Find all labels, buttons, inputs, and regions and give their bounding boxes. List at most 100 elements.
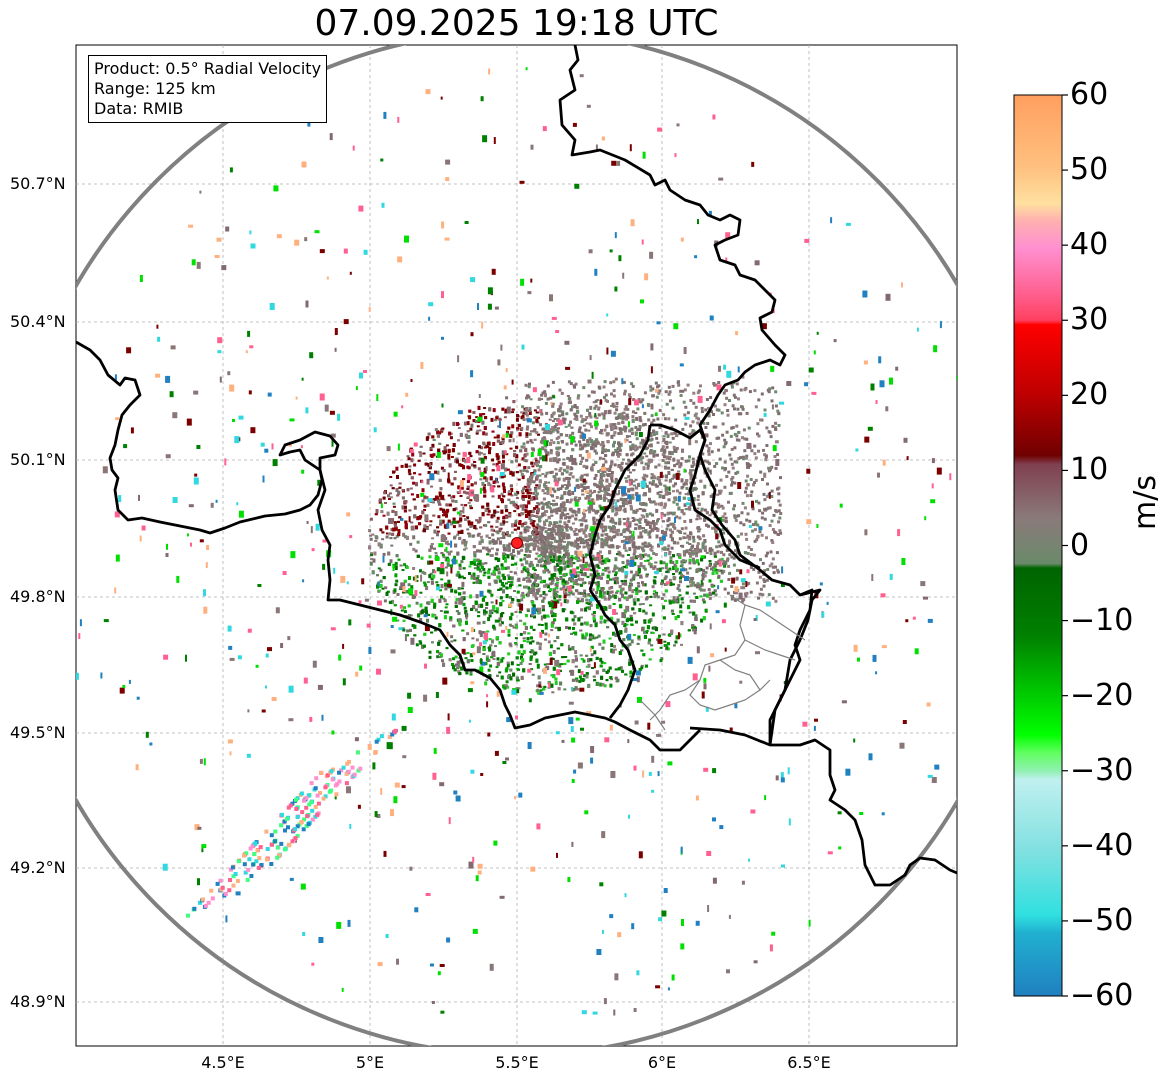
echo-pixel [640,664,644,667]
echo-pixel [456,491,460,493]
echo-pixel [551,426,555,431]
echo-pixel [590,653,594,657]
echo-pixel [590,569,594,572]
echo-pixel [525,614,528,618]
echo-pixel [465,620,468,625]
echo-pixel [472,605,476,610]
echo-pixel [480,539,484,544]
echo-pixel [650,648,654,651]
echo-pixel [703,593,707,597]
echo-pixel [455,598,459,601]
echo-pixel [374,535,378,539]
echo-pixel [675,463,679,466]
echo-pixel [436,496,440,500]
echo-pixel [542,436,546,439]
echo-pixel [422,528,426,533]
echo-pixel [702,600,706,604]
echo-pixel [563,491,567,496]
echo-pixel [586,408,589,412]
echo-pixel [423,504,427,508]
echo-pixel [546,504,550,509]
echo-pixel [601,447,605,449]
echo-pixel [648,444,652,448]
echo-pixel [548,523,552,527]
echo-pixel [397,490,401,495]
echo-pixel [514,623,518,626]
echo-pixel [487,548,491,552]
echo-pixel [642,530,645,533]
echo-pixel [448,463,452,468]
echo-pixel [594,512,598,515]
echo-pixel [454,591,458,594]
echo-pixel [416,494,420,498]
echo-pixel [590,425,593,429]
echo-pixel [539,515,543,519]
echo-pixel [568,501,572,504]
echo-pixel [692,611,696,616]
echo-pixel [614,676,618,680]
echo-pixel [663,640,667,643]
echo-pixel [476,549,480,553]
echo-pixel [479,535,483,539]
echo-pixel [643,619,647,622]
echo-pixel [548,528,552,531]
echo-pixel [458,672,462,676]
echo-pixel [510,460,514,464]
echo-pixel [655,534,659,539]
echo-pixel [594,460,598,464]
echo-pixel [483,494,487,498]
echo-pixel [552,650,556,654]
echo-pixel [474,420,478,423]
echo-pixel [438,652,442,655]
echo-pixel [657,543,660,548]
echo-pixel [441,519,445,524]
echo-pixel [382,496,386,500]
chart-title: 07.09.2025 19:18 UTC [314,3,719,44]
echo-pixel [560,663,564,666]
echo-pixel [484,562,488,565]
echo-pixel [596,587,600,592]
echo-pixel [627,554,630,556]
echo-pixel [468,409,472,413]
echo-pixel [506,554,510,559]
echo-pixel [418,522,422,526]
echo-pixel [652,429,656,434]
echo-pixel [540,536,544,539]
echo-pixel [552,508,556,513]
echo-pixel [535,497,539,500]
echo-pixel [608,535,612,539]
echo-pixel [697,567,701,572]
echo-pixel [566,556,570,559]
echo-pixel [583,488,587,490]
echo-pixel [621,498,625,501]
echo-pixel [566,395,570,397]
echo-pixel [589,603,593,607]
echo-pixel [672,566,676,570]
echo-pixel [533,543,537,548]
echo-pixel [537,623,541,626]
echo-pixel [476,429,480,433]
echo-pixel [454,559,458,564]
echo-pixel [454,601,458,605]
echo-pixel [628,535,632,540]
echo-pixel [478,540,482,545]
echo-pixel [579,536,582,541]
echo-pixel [430,577,434,580]
echo-pixel [633,601,637,606]
echo-pixel [535,658,539,663]
echo-pixel [601,559,605,563]
echo-pixel [564,656,568,658]
echo-pixel [389,537,393,540]
echo-pixel [562,555,566,558]
echo-pixel [491,469,495,472]
echo-pixel [600,513,603,516]
echo-pixel [458,592,462,596]
echo-pixel [573,440,577,443]
echo-pixel [600,432,604,435]
echo-pixel [662,605,666,610]
echo-pixel [436,584,440,588]
echo-pixel [510,563,514,566]
echo-pixel [494,557,498,561]
echo-pixel [501,523,505,526]
echo-pixel [576,583,580,586]
